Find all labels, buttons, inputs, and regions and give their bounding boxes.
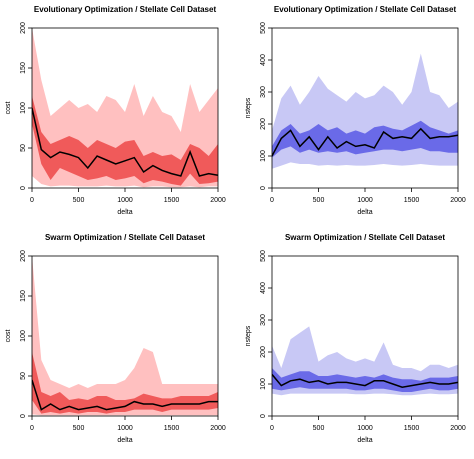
inner-band	[32, 96, 218, 186]
x-tick-label: 1500	[164, 425, 180, 432]
y-tick-label: 50	[20, 372, 27, 380]
plot-area	[32, 28, 218, 188]
y-axis-label: nsteps	[245, 325, 252, 346]
chart-title: Swarm Optimization / Stellate Cell Datas…	[45, 233, 205, 242]
chart-title: Evolutionary Optimization / Stellate Cel…	[274, 5, 457, 14]
x-tick-label: 2000	[210, 425, 226, 432]
y-tick-label: 500	[260, 22, 267, 34]
x-tick-label: 1500	[404, 197, 420, 204]
x-tick-label: 2000	[450, 425, 466, 432]
panel-swarm-nsteps: Swarm Optimization / Stellate Cell Datas…	[245, 233, 466, 444]
x-tick-label: 2000	[210, 197, 226, 204]
x-tick-label: 1500	[404, 425, 420, 432]
x-tick-label: 500	[313, 197, 325, 204]
y-tick-label: 100	[260, 378, 267, 390]
y-tick-label: 300	[260, 314, 267, 326]
y-tick-label: 100	[20, 330, 27, 342]
y-tick-label: 0	[260, 414, 267, 418]
x-tick-label: 1000	[357, 197, 373, 204]
y-tick-label: 300	[260, 86, 267, 98]
plot-area	[32, 256, 218, 416]
outer-band	[32, 256, 218, 416]
median-line	[32, 107, 218, 177]
x-tick-label: 1000	[117, 197, 133, 204]
y-tick-label: 100	[260, 150, 267, 162]
x-axis-label: delta	[357, 209, 372, 216]
x-tick-label: 1000	[117, 425, 133, 432]
x-tick-label: 500	[73, 425, 85, 432]
x-tick-label: 0	[270, 197, 274, 204]
x-tick-label: 1000	[357, 425, 373, 432]
x-tick-label: 0	[270, 425, 274, 432]
y-tick-label: 150	[20, 290, 27, 302]
y-tick-label: 200	[20, 250, 27, 262]
y-tick-label: 100	[20, 102, 27, 114]
median-line	[272, 127, 458, 157]
y-tick-label: 400	[260, 54, 267, 66]
y-tick-label: 150	[20, 62, 27, 74]
x-axis-label: delta	[357, 437, 372, 444]
x-tick-label: 500	[73, 197, 85, 204]
x-tick-label: 1500	[164, 197, 180, 204]
y-tick-label: 200	[260, 346, 267, 358]
panel-evolutionary-nsteps: Evolutionary Optimization / Stellate Cel…	[245, 5, 466, 216]
x-tick-label: 0	[30, 197, 34, 204]
x-tick-label: 500	[313, 425, 325, 432]
y-tick-label: 500	[260, 250, 267, 262]
plot-area	[272, 326, 458, 396]
y-axis-label: nsteps	[245, 97, 252, 118]
x-axis-label: delta	[117, 209, 132, 216]
x-tick-label: 0	[30, 425, 34, 432]
x-axis-label: delta	[117, 437, 132, 444]
y-tick-label: 400	[260, 282, 267, 294]
y-axis-label: cost	[5, 330, 12, 343]
chart-title: Evolutionary Optimization / Stellate Cel…	[34, 5, 217, 14]
median-line	[32, 379, 218, 411]
x-tick-label: 2000	[450, 197, 466, 204]
panel-evolutionary-cost: Evolutionary Optimization / Stellate Cel…	[5, 5, 226, 216]
panel-swarm-cost: Swarm Optimization / Stellate Cell Datas…	[5, 233, 226, 444]
y-tick-label: 0	[20, 186, 27, 190]
y-tick-label: 50	[20, 144, 27, 152]
chart-title: Swarm Optimization / Stellate Cell Datas…	[285, 233, 445, 242]
y-tick-label: 200	[20, 22, 27, 34]
inner-band	[32, 352, 218, 414]
y-axis-label: cost	[5, 102, 12, 115]
plot-area	[272, 53, 458, 169]
median-line	[272, 373, 458, 388]
y-tick-label: 0	[20, 414, 27, 418]
y-tick-label: 0	[260, 186, 267, 190]
y-tick-label: 200	[260, 118, 267, 130]
